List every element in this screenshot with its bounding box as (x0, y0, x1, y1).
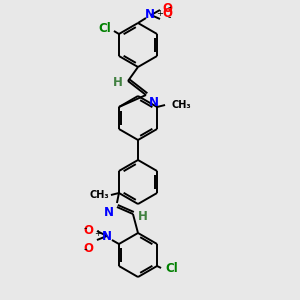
Text: N: N (104, 206, 114, 219)
Text: H: H (113, 76, 123, 88)
Text: O: O (162, 2, 172, 16)
Text: CH₃: CH₃ (89, 190, 109, 200)
Text: Cl: Cl (165, 262, 178, 275)
Text: O: O (83, 224, 93, 236)
Text: N: N (102, 230, 112, 242)
Text: -: - (168, 2, 172, 12)
Text: Cl: Cl (98, 22, 111, 35)
Text: CH₃: CH₃ (171, 100, 191, 110)
Text: N: N (145, 8, 155, 22)
Text: +: + (94, 230, 101, 238)
Text: -: - (83, 223, 87, 233)
Text: -: - (168, 12, 172, 22)
Text: O: O (162, 7, 172, 20)
Text: -: - (83, 244, 87, 254)
Text: N: N (149, 96, 159, 109)
Text: +: + (156, 8, 163, 17)
Text: O: O (83, 242, 93, 255)
Text: H: H (138, 211, 148, 224)
